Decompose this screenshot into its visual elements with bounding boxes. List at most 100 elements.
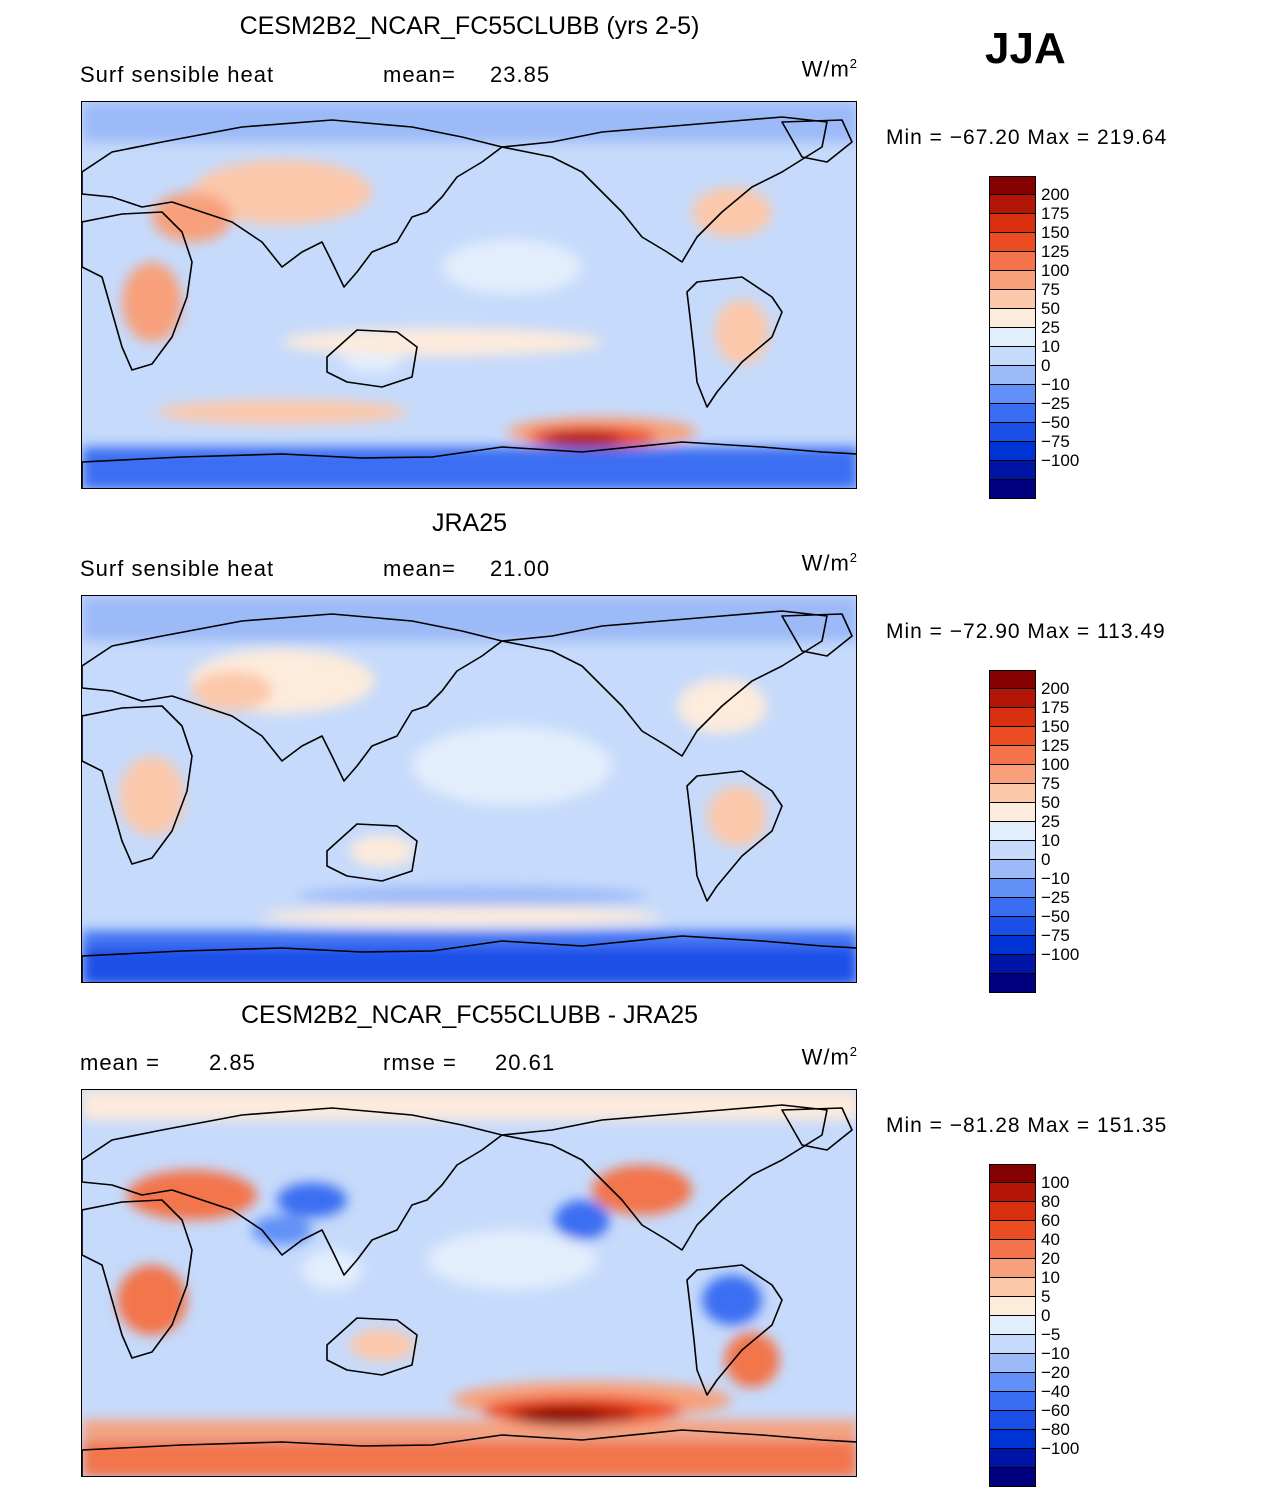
colorbar-swatch: [989, 176, 1036, 195]
colorbar-swatch: [989, 1202, 1036, 1221]
panel-3-minmax: Min = −81.28 Max = 151.35: [886, 1114, 1168, 1137]
colorbar-tick-label: −25: [1041, 888, 1070, 907]
panel-1-colorbar: 200 175 150 125 100 75 50 25 10 0 −10 −25 −50 −75 −100: [989, 176, 1079, 499]
colorbar-tick-label: 10: [1041, 831, 1060, 850]
contour-region: [714, 299, 770, 365]
colorbar-tick-label: 0: [1041, 356, 1051, 375]
contour-region: [522, 1409, 602, 1425]
contour-region: [82, 1090, 856, 1120]
contour-region: [707, 786, 767, 846]
panel-3-units: W/m2: [801, 1044, 858, 1070]
contour-region: [554, 1200, 610, 1240]
panel-1-mean-label: mean=: [383, 62, 456, 87]
panel-3-map: [81, 1089, 857, 1477]
colorbar-swatch: [989, 271, 1036, 290]
colorbar-swatch: [989, 898, 1036, 917]
colorbar-swatch: [989, 442, 1036, 461]
coastline: [501, 610, 828, 757]
coastline: [82, 441, 856, 488]
colorbar-tick-label: −100: [1041, 945, 1080, 964]
colorbar-swatch: [989, 480, 1036, 499]
colorbar-tick-label: 200: [1041, 185, 1070, 204]
colorbar-tick-label: −75: [1041, 926, 1070, 945]
colorbar-swatch: [989, 290, 1036, 309]
colorbar-swatch: [989, 1335, 1036, 1354]
colorbar-swatch: [989, 974, 1036, 993]
contour-region: [117, 1265, 187, 1335]
colorbar-swatch: [989, 879, 1036, 898]
season-label: JJA: [985, 24, 1066, 73]
coastline: [82, 613, 503, 782]
colorbar-swatch: [989, 1164, 1036, 1183]
colorbar-tick-label: 150: [1041, 717, 1070, 736]
colorbar-tick-label: 175: [1041, 698, 1070, 717]
colorbar-swatch: [989, 1411, 1036, 1430]
colorbar-swatch: [989, 1392, 1036, 1411]
coastline: [686, 276, 783, 408]
colorbar-tick-label: 60: [1041, 1211, 1060, 1230]
colorbar-tick-label: 100: [1041, 1173, 1070, 1192]
panel-2-mean-label: mean=: [383, 556, 456, 581]
coastline: [781, 613, 853, 657]
coastline: [82, 1429, 856, 1476]
colorbar-swatch: [989, 1316, 1036, 1335]
contour-region: [82, 596, 856, 641]
colorbar-swatch: [989, 309, 1036, 328]
coastline: [326, 1317, 418, 1376]
colorbar-swatch: [989, 689, 1036, 708]
contour-region: [82, 447, 856, 488]
panel-1-mean-value: 23.85: [490, 62, 551, 87]
panel-2-colorbar: 200 175 150 125 100 75 50 25 10 0 −10 −25 −50 −75 −100: [989, 670, 1079, 993]
colorbar-tick-label: 10: [1041, 1268, 1060, 1287]
contour-region: [277, 1182, 347, 1218]
contour-region: [297, 886, 647, 906]
colorbar-tick-label: 175: [1041, 204, 1070, 223]
colorbar-tick-label: 50: [1041, 793, 1060, 812]
colorbar-tick-label: 0: [1041, 1306, 1051, 1325]
colorbar-tick-label: −20: [1041, 1363, 1070, 1382]
contour-region: [692, 187, 772, 237]
colorbar-tick-label: 50: [1041, 299, 1060, 318]
colorbar-swatch: [989, 822, 1036, 841]
colorbar-swatch: [989, 1183, 1036, 1202]
colorbar-swatch: [989, 765, 1036, 784]
contour-region: [82, 1420, 856, 1438]
contour-region: [192, 159, 372, 225]
panel-1-minmax: Min = −67.20 Max = 219.64: [886, 126, 1168, 149]
colorbar-swatch: [989, 347, 1036, 366]
colorbar-tick-label: 125: [1041, 242, 1070, 261]
colorbar-swatch: [989, 328, 1036, 347]
panel-2-map: [81, 595, 857, 983]
contour-region: [282, 328, 602, 356]
coastline: [82, 1107, 503, 1276]
colorbar-swatch: [989, 1354, 1036, 1373]
colorbar-swatch: [989, 746, 1036, 765]
colorbar-tick-label: 125: [1041, 736, 1070, 755]
coastline: [686, 1264, 783, 1396]
colorbar-tick-label: −100: [1041, 1439, 1080, 1458]
panel-3-rmse-value: 20.61: [495, 1050, 556, 1075]
colorbar-tick-label: −100: [1041, 451, 1080, 470]
contour-region: [192, 671, 272, 711]
colorbar-tick-label: 20: [1041, 1249, 1060, 1268]
colorbar-swatch: [989, 1278, 1036, 1297]
contour-region: [427, 1230, 597, 1290]
panel-3-rmse-label: rmse =: [383, 1050, 457, 1075]
map-svg: [82, 102, 856, 488]
colorbar-swatch: [989, 1240, 1036, 1259]
coastline: [326, 823, 418, 882]
colorbar-tick-label: −10: [1041, 375, 1070, 394]
panel-3-colorbar: 100 80 60 40 20 10 5 0 −5 −10 −20 −40 −60 −80 −100: [989, 1164, 1079, 1487]
colorbar-tick-label: −50: [1041, 907, 1070, 926]
colorbar-swatch: [989, 936, 1036, 955]
coastline: [82, 211, 193, 371]
contour-region: [349, 1329, 415, 1361]
colorbar-swatch: [989, 404, 1036, 423]
colorbar-swatch: [989, 917, 1036, 936]
coastline: [82, 935, 856, 982]
panel-3-mean-label: mean =: [80, 1050, 160, 1075]
colorbar-swatch: [989, 1449, 1036, 1468]
colorbar-swatch: [989, 214, 1036, 233]
panel-2-units: W/m2: [801, 550, 858, 576]
colorbar-tick-label: 75: [1041, 280, 1060, 299]
